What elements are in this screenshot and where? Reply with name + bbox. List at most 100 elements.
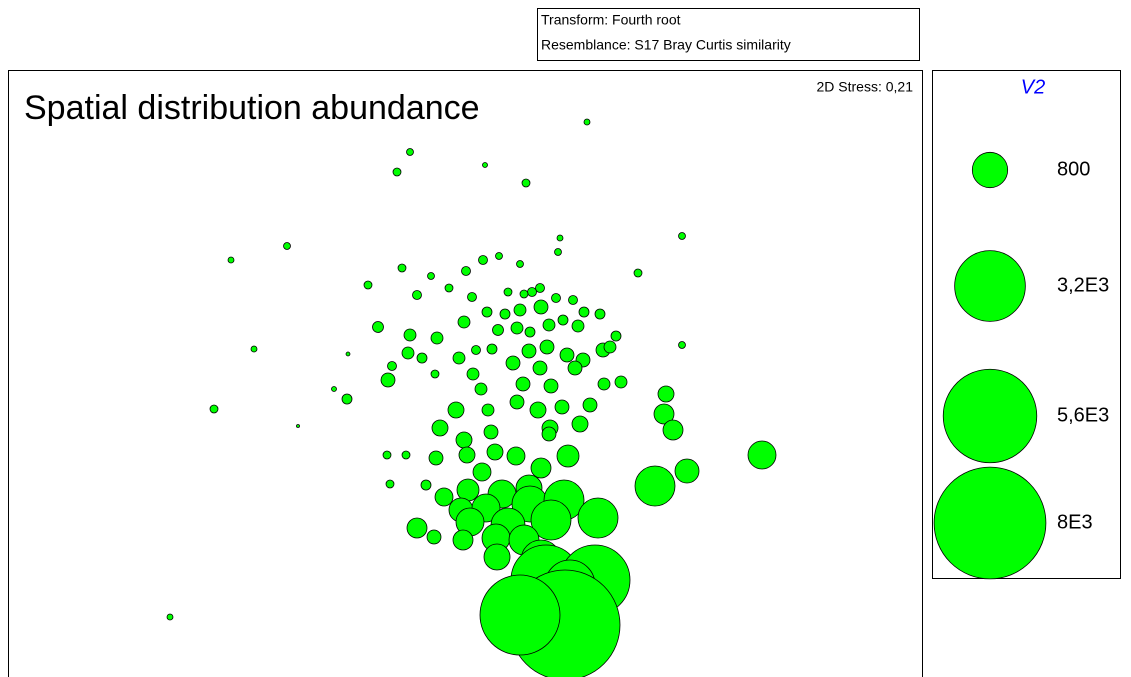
- stress-label: 2D Stress: 0,21: [817, 79, 914, 95]
- info-box: [537, 8, 920, 61]
- bubble: [397, 263, 407, 273]
- bubble: [530, 457, 552, 479]
- bubble: [513, 303, 527, 317]
- bubble: [530, 499, 572, 541]
- bubble: [603, 340, 617, 354]
- bubble: [372, 321, 384, 333]
- bubble: [551, 293, 561, 303]
- plot-frame: [8, 70, 923, 677]
- bubble: [532, 360, 548, 376]
- bubble: [519, 289, 529, 299]
- bubble: [416, 352, 428, 364]
- bubble: [582, 397, 598, 413]
- bubble: [577, 497, 619, 539]
- bubble: [250, 345, 258, 353]
- bubble: [401, 450, 411, 460]
- bubble: [556, 444, 580, 468]
- bubble: [479, 574, 561, 656]
- bubble: [382, 450, 392, 460]
- bubble: [678, 341, 686, 349]
- legend-label: 5,6E3: [1057, 404, 1109, 426]
- bubble: [227, 256, 235, 264]
- bubble: [554, 399, 570, 415]
- bubble: [209, 404, 219, 414]
- bubble: [568, 295, 578, 305]
- bubble: [521, 343, 537, 359]
- bubble: [166, 613, 174, 621]
- bubble: [345, 351, 351, 357]
- bubble: [515, 376, 531, 392]
- bubble: [539, 339, 555, 355]
- legend-bubble: [971, 151, 1009, 189]
- bubble: [406, 148, 414, 156]
- bubble: [474, 382, 488, 396]
- bubble: [524, 326, 536, 338]
- bubble: [634, 465, 676, 507]
- bubble: [505, 355, 521, 371]
- bubble: [341, 393, 353, 405]
- bubble: [466, 367, 480, 381]
- bubble: [557, 314, 569, 326]
- bubble: [571, 415, 589, 433]
- legend-title: V2: [1021, 76, 1045, 98]
- bubble: [331, 386, 337, 392]
- bubble: [412, 290, 422, 300]
- bubble: [678, 232, 686, 240]
- bubble: [430, 369, 440, 379]
- bubble: [457, 315, 471, 329]
- points: [166, 118, 777, 677]
- bubble: [392, 167, 402, 177]
- bubble: [452, 529, 474, 551]
- bubble: [510, 321, 524, 335]
- bubble: [387, 361, 397, 371]
- bubble: [492, 324, 504, 336]
- bubble: [633, 268, 643, 278]
- bubble: [662, 419, 684, 441]
- bubble: [380, 372, 396, 388]
- bubble: [431, 419, 449, 437]
- bubble: [447, 401, 465, 419]
- bubble: [296, 424, 300, 428]
- bubble: [516, 260, 524, 268]
- bubble: [535, 283, 545, 293]
- bubble: [420, 479, 432, 491]
- bubble: [529, 401, 547, 419]
- bubble: [403, 328, 417, 342]
- bubble: [461, 266, 471, 276]
- bubble: [653, 403, 675, 425]
- bubble: [541, 426, 557, 442]
- bubble: [471, 345, 481, 355]
- bubble: [426, 529, 442, 545]
- chart-title: Spatial distribution abundance: [24, 89, 480, 127]
- bubble: [472, 462, 492, 482]
- bubble: [428, 450, 444, 466]
- bubble: [543, 378, 559, 394]
- bubble: [455, 431, 473, 449]
- bubble: [674, 458, 700, 484]
- legend: 800 3,2E3 5,6E3 8E3: [933, 151, 1109, 580]
- bubble: [542, 318, 556, 332]
- bubble: [571, 319, 585, 333]
- bubble: [657, 385, 675, 403]
- bubble: [486, 343, 498, 355]
- bubble: [567, 360, 583, 376]
- bubble: [434, 487, 454, 507]
- bubble: [483, 424, 499, 440]
- bubble: [597, 377, 611, 391]
- bubble: [283, 242, 291, 250]
- bubble: [363, 280, 373, 290]
- bubble: [458, 446, 476, 464]
- bubble: [481, 306, 493, 318]
- bubble: [430, 331, 444, 345]
- bubble: [427, 272, 435, 280]
- bubble: [385, 479, 395, 489]
- legend-frame: [932, 70, 1121, 579]
- legend-bubble: [933, 466, 1047, 580]
- bubble: [444, 283, 454, 293]
- bubble: [482, 162, 488, 168]
- resemblance-label: Resemblance: S17 Bray Curtis similarity: [541, 37, 791, 53]
- legend-label: 3,2E3: [1057, 274, 1109, 296]
- bubble: [483, 543, 511, 571]
- bubble: [578, 306, 590, 318]
